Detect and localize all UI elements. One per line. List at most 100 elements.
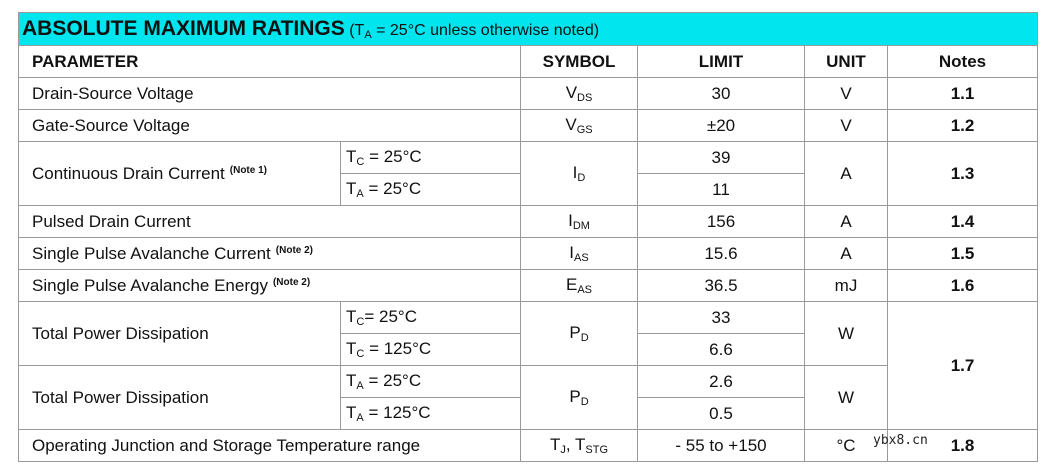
- note-cell: 1.4: [886, 205, 1039, 238]
- unit-cell: mJ: [804, 269, 888, 302]
- condition-cell: TC = 25°C: [340, 141, 521, 174]
- table-row: Single Pulse Avalanche Energy (Note 2) EAS…: [18, 269, 1039, 302]
- condition-cell: TC= 25°C: [340, 301, 521, 334]
- unit-cell: A: [804, 205, 888, 238]
- limit-cell: 39: [637, 141, 805, 174]
- limit-cell: 36.5: [637, 269, 805, 302]
- table-row: Operating Junction and Storage Temperatu…: [18, 429, 1039, 462]
- parameter: Single Pulse Avalanche Energy: [32, 275, 268, 295]
- table-row: Gate-Source Voltage VGS ±20 V 1.2: [18, 109, 1039, 142]
- note-ref: (Note 2): [272, 276, 311, 288]
- subscript: GS: [576, 124, 593, 136]
- subscript: DS: [577, 92, 593, 104]
- text-main: T: [346, 371, 357, 390]
- symbol-cell: IDM: [520, 205, 638, 238]
- text-main: T: [346, 339, 357, 358]
- condition-cell: TA = 25°C: [340, 365, 521, 398]
- subscript: J: [560, 444, 566, 456]
- text-main: I: [569, 243, 575, 262]
- unit-cell: V: [804, 109, 888, 142]
- column-header: SYMBOL: [520, 45, 638, 78]
- subscript: D: [580, 332, 589, 344]
- parameter: Pulsed Drain Current: [32, 211, 191, 231]
- symbol-cell: IAS: [520, 237, 638, 270]
- limit-cell: 30: [637, 77, 805, 110]
- title: ABSOLUTE MAXIMUM RATINGS: [22, 17, 345, 40]
- subscript: AS: [577, 284, 593, 296]
- parameter-cell: Continuous Drain Current (Note 1): [18, 141, 341, 206]
- note-cell: 1.5: [886, 237, 1039, 270]
- table-row: Single Pulse Avalanche Current (Note 2) IA…: [18, 237, 1039, 270]
- note-cell: 1.7: [886, 301, 1039, 430]
- subscript: D: [580, 396, 589, 408]
- subscript: A: [356, 188, 364, 200]
- subscript: DM: [572, 220, 590, 232]
- parameter-cell: Total Power Dissipation: [18, 365, 341, 430]
- unit-cell: A: [804, 237, 888, 270]
- title-cell: ABSOLUTE MAXIMUM RATINGS (TA = 25°C unle…: [17, 12, 1039, 46]
- title-row: ABSOLUTE MAXIMUM RATINGS (TA = 25°C unle…: [17, 12, 1039, 46]
- text-main: T: [346, 307, 357, 326]
- header-row: PARAMETER SYMBOL LIMIT UNIT Notes: [18, 45, 1039, 78]
- symbol-cell: TJ, TSTG: [520, 429, 638, 462]
- column-header: Notes: [886, 45, 1039, 78]
- unit-cell: °C: [804, 429, 888, 462]
- note-cell: 1.1: [886, 77, 1039, 110]
- text-main: P: [569, 387, 581, 406]
- text-main: T: [549, 435, 561, 454]
- watermark: ybx8.cn: [873, 433, 928, 448]
- subscript: AS: [574, 252, 589, 264]
- unit-cell: W: [804, 301, 888, 366]
- subscript: A: [364, 29, 372, 41]
- parameter-cell: Drain-Source Voltage: [18, 77, 521, 110]
- text-main: P: [569, 323, 581, 342]
- table-body: ABSOLUTE MAXIMUM RATINGS (TA = 25°C unle…: [17, 12, 1039, 462]
- symbol-cell: PD: [520, 301, 638, 366]
- text-main: I: [568, 211, 573, 230]
- table-row: Total Power Dissipation TA = 25°C PD 2.6 W: [18, 365, 1038, 430]
- condition-cell: TA = 25°C: [340, 173, 521, 206]
- condition-cell: TC = 125°C: [340, 333, 521, 366]
- parameter: Drain-Source Voltage: [32, 83, 194, 103]
- text-main: E: [565, 275, 578, 294]
- parameter: Continuous Drain Current: [32, 163, 225, 183]
- subscript: C: [356, 316, 365, 328]
- text-main: T: [346, 147, 357, 166]
- ratings-table: ABSOLUTE MAXIMUM RATINGS (TA = 25°C unle…: [17, 12, 1039, 462]
- limit-cell: 2.6: [637, 365, 805, 398]
- table-row: Total Power Dissipation TC= 25°C PD 33 W 1.7: [18, 301, 1039, 430]
- parameter-cell: Total Power Dissipation: [18, 301, 341, 366]
- title-condition: (TA = 25°C unless otherwise noted): [345, 22, 600, 41]
- text-main: V: [565, 115, 577, 134]
- parameter: Gate-Source Voltage: [32, 115, 190, 135]
- limit-cell: 6.6: [637, 333, 805, 366]
- parameter: Single Pulse Avalanche Current: [32, 243, 271, 263]
- unit-cell: A: [804, 141, 888, 206]
- table-subrow: TA = 125°C 0.5: [19, 397, 1038, 430]
- text-rest: = 25°C unless otherwise noted): [371, 22, 600, 39]
- symbol-cell: PD: [520, 365, 638, 430]
- limit-cell: - 55 to +150: [637, 429, 805, 462]
- symbol-cell: EAS: [520, 269, 638, 302]
- subscript: A: [356, 380, 364, 392]
- note-ref: (Note 2): [275, 244, 314, 256]
- unit-cell: W: [804, 365, 888, 430]
- text-rest: = 125°C: [363, 403, 431, 422]
- limit-cell: 33: [637, 301, 805, 334]
- note-cell: 1.2: [886, 109, 1039, 142]
- symbol-cell: VGS: [520, 109, 638, 142]
- parameter: Operating Junction and Storage Temperatu…: [32, 435, 421, 455]
- parameter-cell: Operating Junction and Storage Temperatu…: [18, 429, 521, 462]
- subscript: STG: [585, 444, 609, 456]
- subscript: C: [356, 348, 365, 360]
- note-cell: 1.6: [886, 269, 1039, 302]
- parameter-cell: Pulsed Drain Current: [18, 205, 521, 238]
- limit-cell: 0.5: [637, 397, 805, 430]
- note-ref: (Note 1): [229, 164, 267, 176]
- text-main: V: [565, 83, 578, 102]
- table-row: Drain-Source Voltage VDS 30 V 1.1: [18, 77, 1039, 110]
- parameter-cell: Single Pulse Avalanche Current (Note 2): [18, 237, 521, 270]
- limit-cell: ±20: [637, 109, 805, 142]
- text-rest: = 25°C: [363, 371, 422, 390]
- text-main: (T: [349, 22, 365, 39]
